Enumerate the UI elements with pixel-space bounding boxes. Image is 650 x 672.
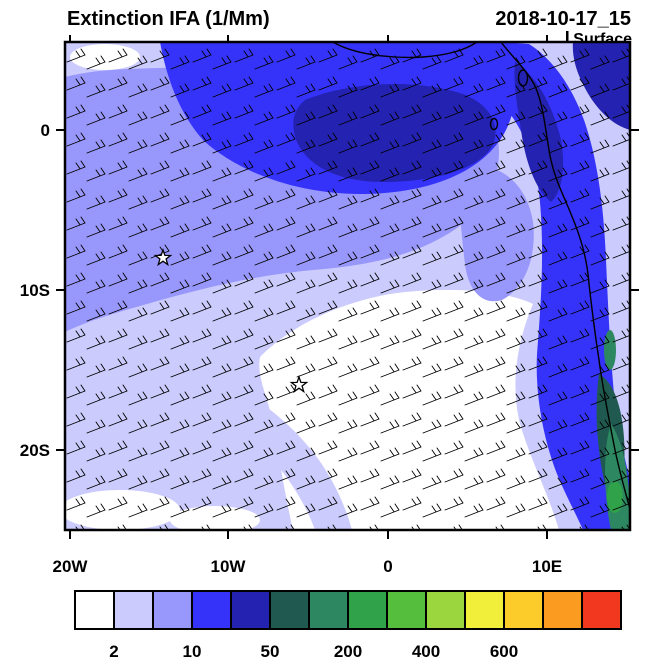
plot-timestamp: 2018-10-17_15	[495, 8, 631, 30]
y-tick-label-0: 0	[41, 121, 50, 140]
map-border	[63, 40, 632, 532]
colorbar-label-2: 2	[109, 642, 118, 661]
star-icon	[289, 375, 309, 394]
colorbar-label-400: 400	[412, 642, 440, 661]
colorbar-cell-8	[386, 590, 427, 630]
star-marker-1	[153, 248, 173, 267]
island-outline-1	[517, 69, 529, 87]
colorbar-cell-9	[425, 590, 466, 630]
axis-ticks	[56, 35, 639, 539]
colorbar-cell-10	[464, 590, 505, 630]
star-marker-2	[289, 375, 309, 394]
x-tick-label-10W: 10W	[211, 557, 247, 576]
x-axis-ticks-bottom	[69, 530, 548, 539]
y-tick-label-10S: 10S	[20, 281, 50, 300]
x-tick-label-10E: 10E	[532, 557, 562, 576]
coastline-main	[500, 42, 630, 512]
colorbar-cell-11	[503, 590, 544, 630]
colorbar-cell-0	[74, 590, 115, 630]
wind-barbs-overlay	[65, 42, 630, 530]
coastline-gulf-of-guinea	[332, 42, 478, 59]
x-tick-label-0: 0	[383, 557, 392, 576]
star-icon	[153, 248, 173, 267]
colorbar-label-200: 200	[334, 642, 362, 661]
island-outline-2	[489, 117, 499, 131]
level-tick-mark	[566, 31, 569, 45]
colorbar	[74, 590, 622, 630]
colorbar-cell-5	[269, 590, 310, 630]
colorbar-label-50: 50	[261, 642, 280, 661]
colorbar-cell-1	[113, 590, 154, 630]
y-axis-ticks-right	[630, 129, 639, 451]
colorbar-label-10: 10	[183, 642, 202, 661]
y-tick-label-20S: 20S	[20, 441, 50, 460]
map-plot	[65, 42, 630, 530]
colorbar-cell-7	[347, 590, 388, 630]
plot-title: Extinction IFA (1/Mm)	[67, 8, 270, 30]
x-tick-label-20W: 20W	[53, 557, 89, 576]
coastline	[332, 42, 630, 512]
colorbar-cell-4	[230, 590, 271, 630]
x-axis-ticks-top	[69, 35, 548, 42]
y-axis-ticks-left	[56, 129, 65, 451]
colorbar-cell-12	[542, 590, 583, 630]
colorbar-cell-6	[308, 590, 349, 630]
colorbar-cell-3	[191, 590, 232, 630]
colorbar-cell-13	[581, 590, 622, 630]
colorbar-label-600: 600	[490, 642, 518, 661]
colorbar-cell-2	[152, 590, 193, 630]
